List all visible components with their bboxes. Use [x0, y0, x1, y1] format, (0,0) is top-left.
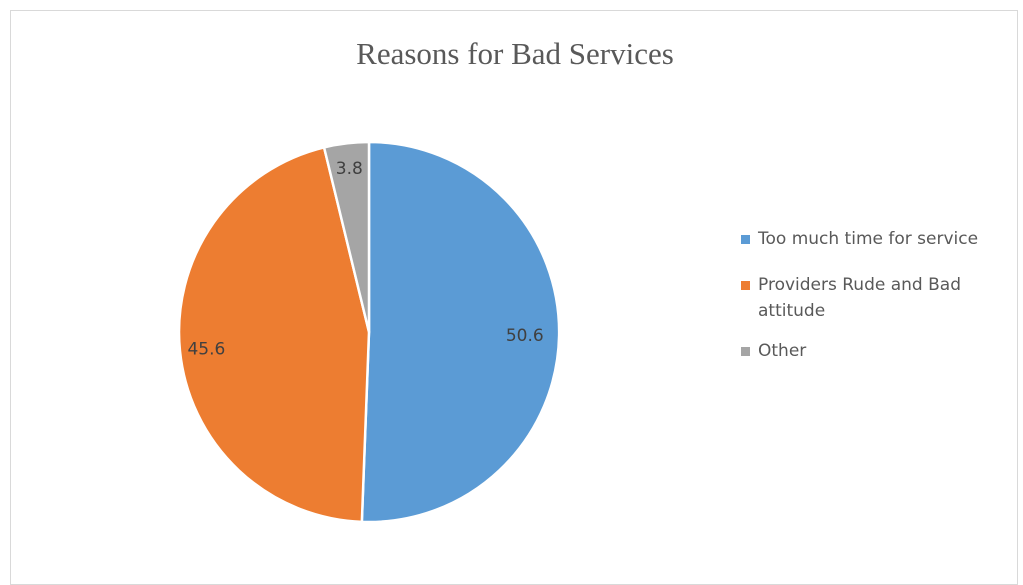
- legend-item-providers-rude: Providers Rude and Bad attitude: [741, 272, 1021, 324]
- legend-item-other: Other: [741, 338, 1021, 364]
- slice-label-too-much-time: 50.6: [506, 326, 544, 346]
- legend-item-too-much-time: Too much time for service: [741, 226, 1021, 252]
- legend-label-other: Other: [758, 341, 807, 361]
- legend: Too much time for service Providers Rude…: [741, 226, 1021, 364]
- legend-swatch-too-much-time: [741, 235, 750, 244]
- slice-label-providers-rude: 45.6: [187, 339, 225, 359]
- legend-label-providers-rude: Providers Rude and Bad attitude: [758, 275, 961, 321]
- pie-slice-too-much-time: [360, 140, 561, 524]
- legend-swatch-providers-rude: [741, 281, 750, 290]
- slice-label-other: 3.8: [336, 159, 363, 179]
- chart-title: Reasons for Bad Services: [356, 36, 674, 71]
- pie-slice-other: [322, 140, 371, 334]
- pie-slice-providers-rude: [177, 146, 371, 524]
- legend-label-too-much-time: Too much time for service: [758, 229, 979, 249]
- legend-swatch-other: [741, 347, 750, 356]
